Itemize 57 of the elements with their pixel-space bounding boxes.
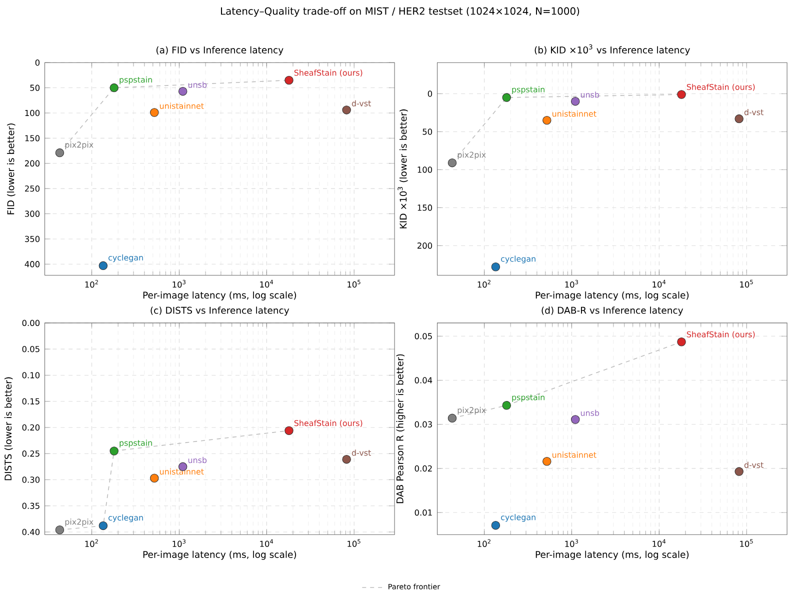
- x-axis-title: Per-image latency (ms, log scale): [536, 550, 689, 560]
- y-tick-label: 50: [422, 128, 432, 135]
- y-tick-label: 0.35: [22, 502, 40, 509]
- y-tick-label: 200: [25, 160, 40, 166]
- x-tick-label: 10$^{5}$: [740, 280, 753, 288]
- y-tick-label: 0.15: [22, 398, 40, 404]
- x-axis-title: Per-image latency (ms, log scale): [143, 550, 296, 560]
- y-tick-label: 400: [24, 260, 40, 268]
- y-tick-label: 100: [418, 166, 432, 173]
- x-tick-label: 10$^{2}$: [85, 280, 98, 288]
- y-axis-title: DAB Pearson R (higher is better): [396, 354, 406, 503]
- x-tick-label: 10$^{2}$: [85, 539, 98, 547]
- y-tick-label: 50: [30, 84, 40, 91]
- x-tick-label: 10$^{3}$: [565, 280, 578, 288]
- chart-title: (b) KID ×10$^{3}$ vs Inference latency: [534, 44, 690, 56]
- y-tick-label: 0.10: [22, 372, 40, 378]
- x-tick-label: 10$^{4}$: [652, 280, 666, 288]
- x-tick-label: 10$^{5}$: [348, 539, 360, 547]
- y-tick-label: 0.05: [414, 332, 432, 340]
- y-tick-label: 0.04: [414, 377, 432, 384]
- y-axis-title: KID ×10$^{3}$ (lower is better): [398, 109, 408, 228]
- x-axis-title: Per-image latency (ms, log scale): [536, 291, 689, 300]
- x-tick-label: 10$^{3}$: [172, 280, 186, 288]
- x-tick-label: 10$^{4}$: [260, 539, 274, 547]
- x-tick-label: 10$^{2}$: [478, 539, 490, 547]
- y-tick-label: 0.01: [414, 509, 432, 516]
- y-tick-label: 350: [25, 236, 40, 242]
- y-tick-label: 150: [25, 134, 40, 142]
- y-tick-label: 0.00: [22, 320, 40, 326]
- x-tick-label: 10$^{4}$: [260, 280, 274, 288]
- chart-title: (d) DAB-R vs Inference latency: [542, 306, 684, 316]
- y-tick-label: 100: [25, 110, 40, 116]
- x-tick-label: 10$^{5}$: [348, 280, 360, 288]
- y-tick-label: 0.25: [22, 450, 40, 457]
- y-tick-label: 0.05: [22, 346, 40, 352]
- chart-subtitle: (a) FID vs Inference latency: [156, 46, 284, 56]
- chart-title: (c) DISTS vs Inference latency: [150, 306, 290, 316]
- chart-title: Latency–Quality trade-off on MIST / HER2 testset (1024×1024, N=1000): [221, 7, 580, 17]
- y-tick-label: 0: [428, 90, 432, 97]
- y-tick-label: 300: [25, 210, 40, 217]
- x-tick-label: 10$^{3}$: [565, 539, 578, 547]
- y-tick-label: 200: [418, 242, 432, 249]
- y-tick-label: 0.40: [22, 528, 40, 536]
- y-tick-label: 0.20: [22, 424, 40, 430]
- y-axis-title: FID (lower is better): [7, 123, 16, 214]
- y-tick-label: 0: [35, 59, 40, 66]
- y-axis-title: DISTS (lower is better): [4, 377, 13, 480]
- y-tick-label: 250: [25, 185, 40, 192]
- x-tick-label: 10$^{5}$: [740, 539, 753, 547]
- y-tick-label: 0.03: [414, 421, 432, 428]
- y-tick-label: 0.02: [414, 465, 432, 472]
- x-tick-label: 10$^{3}$: [172, 539, 186, 547]
- y-tick-label: 0.30: [22, 476, 40, 483]
- y-tick-label: 150: [418, 204, 432, 211]
- x-tick-label: 10$^{2}$: [478, 280, 490, 288]
- x-tick-label: 10$^{4}$: [652, 539, 666, 547]
- x-axis-title: Per-image latency (ms, log scale): [143, 291, 296, 300]
